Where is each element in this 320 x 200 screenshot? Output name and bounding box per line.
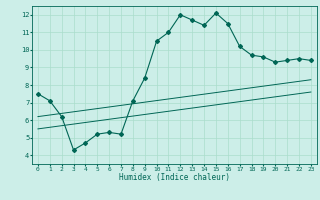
X-axis label: Humidex (Indice chaleur): Humidex (Indice chaleur): [119, 173, 230, 182]
